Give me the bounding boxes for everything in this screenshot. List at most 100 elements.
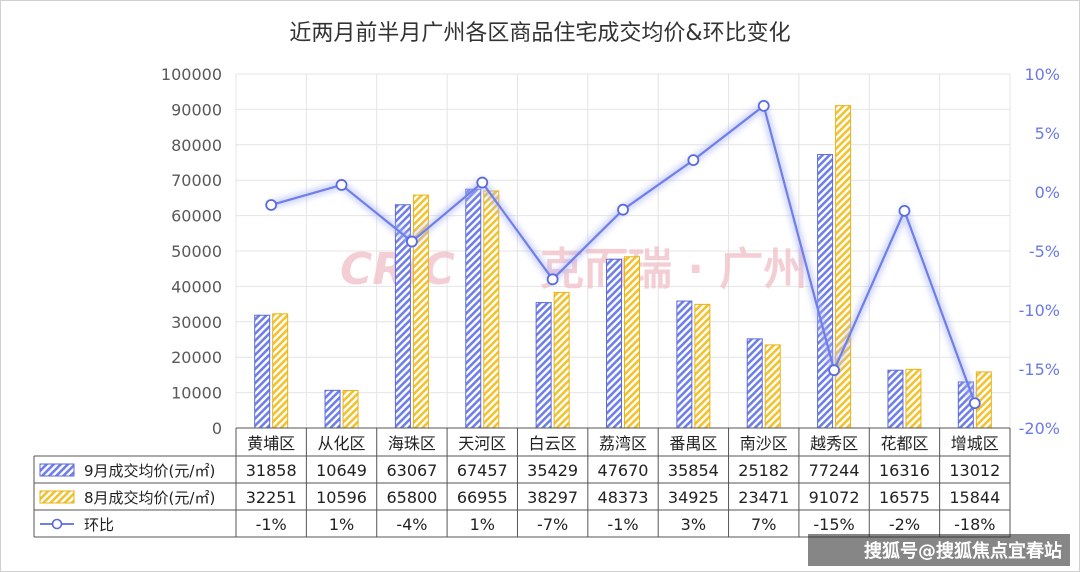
bar-sep-3 xyxy=(465,188,482,429)
category-label: 海珠区 xyxy=(388,434,436,453)
ratio-point-4 xyxy=(546,273,559,286)
data-label: 32251 xyxy=(246,488,297,507)
bar-aug-6 xyxy=(694,303,711,429)
data-label: 31858 xyxy=(246,461,297,480)
data-label: 35429 xyxy=(527,461,578,480)
ratio-point-10 xyxy=(968,397,981,410)
y-axis-right: -20% -15% -10% -5% 0% 5% 10% xyxy=(1019,65,1060,438)
data-label: 25182 xyxy=(738,461,789,480)
bar-aug-1 xyxy=(342,389,359,429)
data-label: 77244 xyxy=(809,461,860,480)
y-tick-label: 100000 xyxy=(161,65,222,84)
data-label: -15% xyxy=(813,515,854,534)
category-label: 花都区 xyxy=(880,434,928,453)
bar-aug-3 xyxy=(483,190,500,429)
y-axis-left: 0 10000 20000 30000 40000 50000 60000 70000 8000… xyxy=(161,65,222,438)
bar-sep-4 xyxy=(535,302,552,429)
ratio-point-9 xyxy=(898,204,911,217)
y-tick-label: 70000 xyxy=(171,171,222,190)
ratio-point-0 xyxy=(265,199,278,211)
bar-aug-5 xyxy=(624,256,640,429)
credit-bg xyxy=(808,534,1070,566)
bar-sep-6 xyxy=(676,300,693,429)
y2-tick-label: 0% xyxy=(1035,183,1060,202)
y2-tick-label: -20% xyxy=(1019,419,1060,438)
y2-tick-label: 5% xyxy=(1035,124,1060,143)
data-label: 23471 xyxy=(738,488,789,507)
bar-aug-4 xyxy=(553,291,570,429)
category-label: 南沙区 xyxy=(740,434,788,453)
y2-tick-label: -10% xyxy=(1019,301,1060,320)
bar-aug-8 xyxy=(835,105,852,429)
data-label: 7% xyxy=(751,515,776,534)
legend-swatch-0 xyxy=(39,463,75,477)
data-label: -1% xyxy=(256,515,287,534)
category-label: 从化区 xyxy=(318,434,366,453)
category-label: 天河区 xyxy=(458,434,506,453)
y2-tick-label: -15% xyxy=(1019,360,1060,379)
bar-sep-5 xyxy=(606,258,622,429)
data-label: 66955 xyxy=(457,488,508,507)
y-tick-label: 50000 xyxy=(171,242,222,261)
ratio-point-6 xyxy=(687,154,700,167)
bars xyxy=(254,105,992,429)
data-label: -1% xyxy=(607,515,638,534)
data-label: 48373 xyxy=(598,488,649,507)
data-label: 91072 xyxy=(809,488,860,507)
data-table: 黄埔区 从化区 海珠区 天河区 白云区 荔湾区 番禺区 南沙区 越秀区 花都区 增城区 9月成交均价(… xyxy=(33,427,1011,538)
bar-sep-7 xyxy=(746,338,763,429)
y-tick-label: 0 xyxy=(212,419,222,438)
category-label: 越秀区 xyxy=(810,434,858,453)
data-label: -4% xyxy=(396,515,427,534)
data-label: -18% xyxy=(954,515,995,534)
category-label: 增城区 xyxy=(951,434,999,453)
y-tick-label: 80000 xyxy=(171,136,222,155)
data-label: 47670 xyxy=(598,461,649,480)
category-label: 荔湾区 xyxy=(599,434,647,453)
credit-watermark: 搜狐号@搜狐焦点宜春站 xyxy=(864,540,1062,562)
bar-sep-9 xyxy=(887,369,904,429)
bar-aug-0 xyxy=(272,313,289,429)
y-tick-label: 10000 xyxy=(171,384,222,403)
ratio-point-3 xyxy=(476,176,489,189)
legend-label-1: 8月成交均价(元/㎡) xyxy=(84,489,215,507)
legend-swatch-marker xyxy=(51,518,63,530)
ratio-point-8 xyxy=(828,364,840,377)
data-label: -7% xyxy=(537,515,568,534)
ratio-point-5 xyxy=(617,203,629,216)
data-label: 1% xyxy=(329,515,354,534)
ratio-point-2 xyxy=(406,235,418,248)
bar-sep-1 xyxy=(324,389,341,429)
data-label: 67457 xyxy=(457,461,508,480)
data-label: 38297 xyxy=(527,488,578,507)
y-tick-label: 40000 xyxy=(171,277,222,296)
data-label: 15844 xyxy=(949,488,1000,507)
y2-tick-label: 10% xyxy=(1024,65,1060,84)
legend-label-2: 环比 xyxy=(84,516,114,534)
data-label: 1% xyxy=(470,515,495,534)
category-label: 黄埔区 xyxy=(247,434,295,453)
data-label: 16316 xyxy=(879,461,930,480)
y2-tick-label: -5% xyxy=(1029,242,1060,261)
y-tick-label: 20000 xyxy=(171,348,222,367)
ratio-line xyxy=(265,99,981,410)
category-label: 番禺区 xyxy=(669,434,717,453)
ratio-point-1 xyxy=(335,179,348,191)
data-label: -2% xyxy=(889,515,920,534)
legend-swatch-1 xyxy=(39,490,75,504)
data-label: 35854 xyxy=(668,461,719,480)
data-label: 65800 xyxy=(386,488,437,507)
data-label: 13012 xyxy=(949,461,1000,480)
legend-label-0: 9月成交均价(元/㎡) xyxy=(84,462,215,480)
y-tick-label: 30000 xyxy=(171,313,222,332)
y-tick-label: 90000 xyxy=(171,100,222,119)
bar-aug-9 xyxy=(905,368,922,429)
bar-aug-7 xyxy=(764,344,781,429)
data-label: 10649 xyxy=(316,461,367,480)
data-label: 34925 xyxy=(668,488,719,507)
chart-title: 近两月前半月广州各区商品住宅成交均价&环比变化 xyxy=(289,21,790,46)
data-label: 16575 xyxy=(879,488,930,507)
data-label: 3% xyxy=(681,515,706,534)
bar-sep-0 xyxy=(254,314,271,429)
